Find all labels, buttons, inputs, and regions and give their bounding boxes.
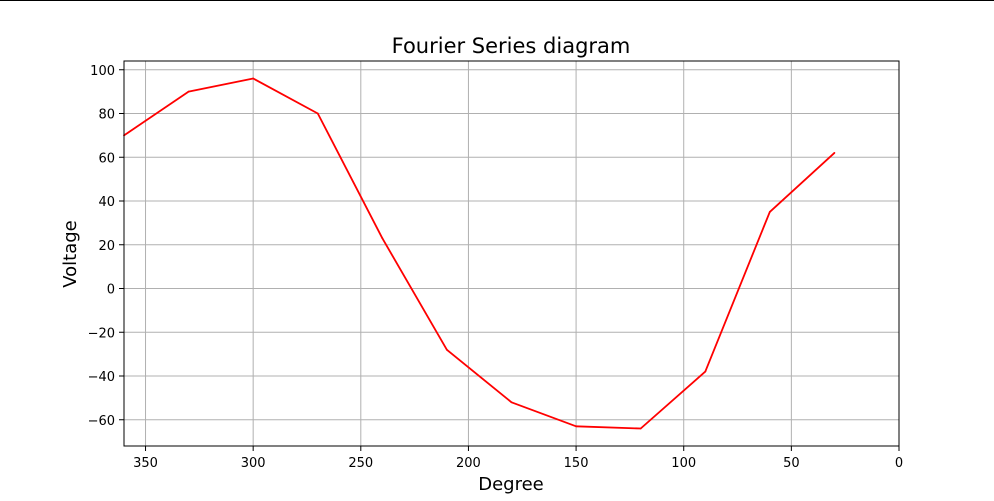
- y-axis-ticks: 100 80 60 40 20 0 −20 −40 −60: [88, 64, 124, 429]
- y-tick-label: 20: [98, 239, 115, 254]
- y-tick-label: 60: [98, 151, 115, 166]
- data-point: [446, 348, 448, 351]
- x-tick-label: 250: [348, 456, 373, 471]
- x-tick-label: 200: [456, 456, 481, 471]
- y-tick-label: 0: [107, 283, 115, 298]
- x-axis-ticks: 350 300 250 200 150 100 50 0: [133, 446, 903, 471]
- plot-frame: [123, 60, 900, 447]
- data-point: [833, 151, 836, 154]
- data-point: [187, 90, 190, 93]
- data-point: [768, 211, 771, 213]
- grid-lines: [124, 61, 900, 446]
- y-tick-label: 80: [98, 108, 115, 123]
- x-tick-label: 150: [564, 456, 589, 471]
- y-tick-label: 100: [90, 64, 115, 79]
- data-point: [252, 77, 255, 80]
- y-tick-label: 40: [98, 195, 115, 210]
- data-point: [381, 237, 384, 240]
- series-line-0: [123, 77, 836, 430]
- y-axis-label: Voltage: [60, 220, 81, 288]
- y-tick-label: −40: [88, 370, 115, 385]
- x-tick-label: 0: [895, 456, 903, 471]
- series-layer: [123, 77, 836, 430]
- data-point: [316, 112, 319, 115]
- data-point: [704, 370, 707, 373]
- x-axis-label: Degree: [478, 474, 544, 495]
- x-tick-label: 300: [241, 456, 266, 471]
- top-border-line: [0, 0, 994, 1]
- x-tick-label: 50: [783, 456, 800, 471]
- y-tick-label: −60: [88, 414, 115, 429]
- chart-title: Fourier Series diagram: [392, 34, 631, 58]
- x-tick-label: 350: [133, 456, 158, 471]
- data-point: [510, 401, 513, 404]
- y-tick-label: −20: [88, 326, 115, 341]
- data-point: [575, 425, 577, 428]
- x-tick-label: 100: [671, 456, 696, 471]
- data-point: [639, 427, 642, 430]
